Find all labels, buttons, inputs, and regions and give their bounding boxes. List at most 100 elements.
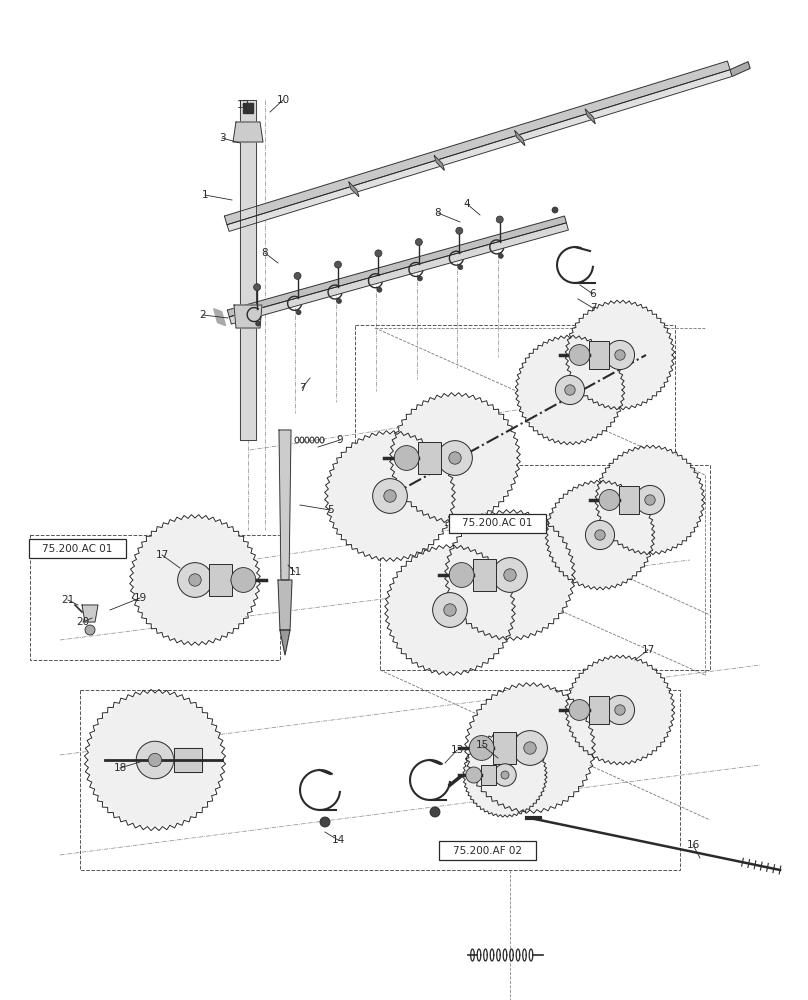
Polygon shape xyxy=(569,304,671,406)
Polygon shape xyxy=(174,748,202,772)
Circle shape xyxy=(494,764,516,786)
Circle shape xyxy=(469,736,494,760)
Polygon shape xyxy=(515,131,525,145)
Polygon shape xyxy=(243,103,253,113)
Circle shape xyxy=(137,741,174,779)
Text: 2: 2 xyxy=(200,310,206,320)
Circle shape xyxy=(605,695,634,725)
Circle shape xyxy=(645,495,655,505)
Polygon shape xyxy=(448,514,571,636)
Polygon shape xyxy=(435,156,444,170)
Polygon shape xyxy=(225,61,730,225)
Circle shape xyxy=(512,731,547,765)
Text: 8: 8 xyxy=(435,208,441,218)
Text: 11: 11 xyxy=(288,567,301,577)
Circle shape xyxy=(552,207,558,213)
Circle shape xyxy=(372,479,407,513)
Polygon shape xyxy=(519,339,621,441)
Text: 6: 6 xyxy=(590,289,596,299)
FancyBboxPatch shape xyxy=(29,539,126,558)
Circle shape xyxy=(565,385,575,395)
Polygon shape xyxy=(465,735,545,815)
Circle shape xyxy=(377,287,382,292)
FancyBboxPatch shape xyxy=(493,732,516,764)
Text: 17: 17 xyxy=(642,645,654,655)
Circle shape xyxy=(496,216,503,223)
Text: 7: 7 xyxy=(590,303,596,313)
Circle shape xyxy=(458,265,463,270)
FancyBboxPatch shape xyxy=(473,559,496,591)
Circle shape xyxy=(635,485,664,515)
Circle shape xyxy=(231,568,256,592)
Circle shape xyxy=(605,340,634,370)
Circle shape xyxy=(394,446,419,470)
Polygon shape xyxy=(585,109,595,124)
Text: 12: 12 xyxy=(237,100,250,110)
Text: 5: 5 xyxy=(326,505,334,515)
FancyBboxPatch shape xyxy=(589,696,608,724)
Bar xyxy=(380,465,710,670)
Circle shape xyxy=(255,321,261,326)
Circle shape xyxy=(430,807,440,817)
Circle shape xyxy=(501,771,509,779)
Polygon shape xyxy=(228,216,566,317)
Text: 19: 19 xyxy=(133,593,146,603)
Text: 14: 14 xyxy=(331,835,345,845)
Circle shape xyxy=(438,441,473,475)
Polygon shape xyxy=(89,694,221,826)
Circle shape xyxy=(615,705,625,715)
Bar xyxy=(355,325,675,525)
Circle shape xyxy=(448,452,461,464)
Circle shape xyxy=(320,817,330,827)
Polygon shape xyxy=(730,62,750,76)
Polygon shape xyxy=(279,430,291,580)
Circle shape xyxy=(337,299,342,304)
Polygon shape xyxy=(569,659,671,761)
Circle shape xyxy=(189,574,201,586)
Circle shape xyxy=(418,276,423,281)
Circle shape xyxy=(335,261,342,268)
Polygon shape xyxy=(227,70,732,231)
Circle shape xyxy=(586,520,615,550)
Polygon shape xyxy=(549,484,651,586)
Circle shape xyxy=(504,569,516,581)
Text: 13: 13 xyxy=(450,745,464,755)
Text: 75.200.AC 01: 75.200.AC 01 xyxy=(42,544,112,554)
Circle shape xyxy=(569,700,590,720)
Polygon shape xyxy=(280,630,290,655)
Circle shape xyxy=(375,250,382,257)
Circle shape xyxy=(465,767,482,783)
Text: 15: 15 xyxy=(475,740,489,750)
FancyBboxPatch shape xyxy=(418,442,441,474)
Polygon shape xyxy=(240,100,256,440)
Bar xyxy=(80,690,680,870)
FancyBboxPatch shape xyxy=(449,514,546,533)
Circle shape xyxy=(555,375,584,405)
Polygon shape xyxy=(229,223,568,324)
Text: 9: 9 xyxy=(337,435,343,445)
Text: 18: 18 xyxy=(113,763,127,773)
Circle shape xyxy=(415,239,423,246)
Polygon shape xyxy=(389,549,511,671)
Polygon shape xyxy=(393,397,516,519)
Polygon shape xyxy=(349,182,359,197)
Circle shape xyxy=(493,558,528,592)
Text: 16: 16 xyxy=(686,840,700,850)
Circle shape xyxy=(456,227,463,234)
Polygon shape xyxy=(599,449,701,551)
Text: 75.200.AF 02: 75.200.AF 02 xyxy=(453,846,522,856)
Text: 1: 1 xyxy=(202,190,208,200)
Text: 75.200.AC 01: 75.200.AC 01 xyxy=(462,518,532,528)
Polygon shape xyxy=(233,122,263,142)
FancyBboxPatch shape xyxy=(589,341,608,369)
Polygon shape xyxy=(469,687,591,809)
Text: 20: 20 xyxy=(77,617,90,627)
Text: 3: 3 xyxy=(219,133,225,143)
Circle shape xyxy=(254,284,261,291)
Circle shape xyxy=(384,490,396,502)
Polygon shape xyxy=(82,605,98,622)
Circle shape xyxy=(499,253,503,258)
Circle shape xyxy=(615,350,625,360)
Text: 21: 21 xyxy=(61,595,74,605)
Text: 10: 10 xyxy=(276,95,289,105)
